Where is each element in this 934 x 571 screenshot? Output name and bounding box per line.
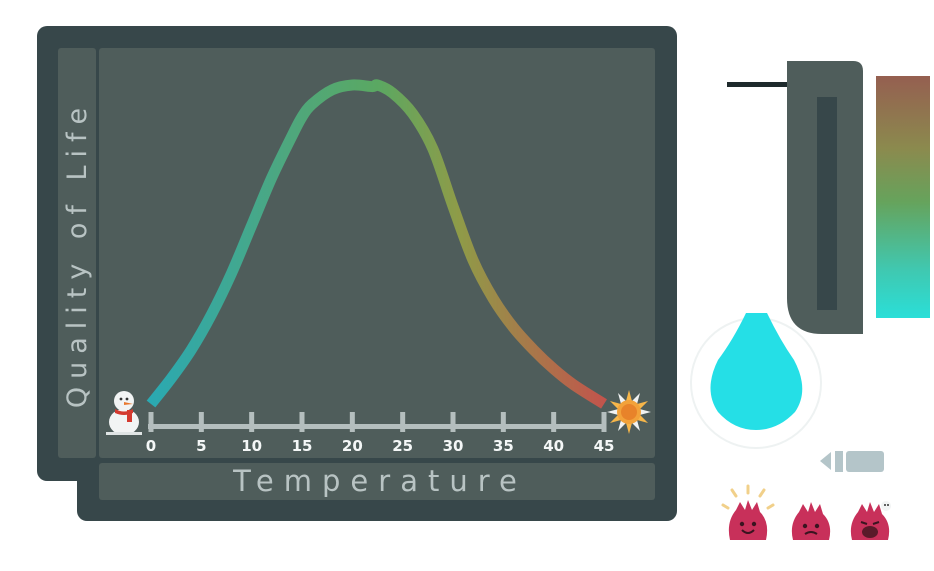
x-tick — [198, 412, 204, 432]
x-tick — [349, 412, 355, 432]
x-tick-label: 10 — [241, 437, 262, 455]
x-tick — [148, 412, 154, 432]
x-tick — [601, 412, 607, 432]
temperature-meter — [876, 76, 930, 318]
x-tick — [500, 412, 506, 432]
x-tick — [551, 412, 557, 432]
sun-icon — [607, 390, 651, 434]
water-drop — [690, 313, 822, 449]
graph-frame — [37, 26, 677, 521]
pipe — [727, 82, 789, 87]
snowman-icon — [106, 391, 142, 435]
sun-ray — [639, 408, 651, 416]
back-button[interactable] — [820, 451, 884, 472]
plot-area — [99, 48, 655, 458]
creature-neutral — [791, 502, 831, 540]
x-axis-title: Temperature — [232, 464, 527, 498]
x-tick-label: 40 — [543, 437, 564, 455]
x-tick — [400, 412, 406, 432]
y-axis-title: Quality of Life — [62, 100, 93, 408]
x-tick-label: 20 — [342, 437, 363, 455]
x-axis: 0 5 10 15 20 25 30 35 40 45 — [146, 412, 615, 455]
sun-ray — [625, 390, 633, 402]
tank-slot — [817, 97, 837, 310]
x-tick — [249, 412, 255, 432]
x-tick-label: 0 — [146, 437, 156, 455]
quality-curve — [146, 79, 607, 409]
x-tick-label: 25 — [392, 437, 413, 455]
creature-sick — [850, 501, 891, 540]
sun-ray — [607, 408, 619, 416]
x-axis-line — [148, 424, 606, 429]
x-tick-label: 5 — [196, 437, 206, 455]
x-tick-label: 15 — [292, 437, 313, 455]
sun-ray — [625, 422, 633, 434]
x-tick-label: 30 — [443, 437, 464, 455]
x-tick-label: 45 — [594, 437, 615, 455]
creature-happy — [721, 484, 775, 540]
heater-device — [727, 61, 863, 334]
water-fill — [710, 313, 803, 430]
y-axis-panel — [58, 48, 96, 458]
x-tick-label: 35 — [493, 437, 514, 455]
x-axis-panel — [99, 463, 655, 500]
x-tick — [299, 412, 305, 432]
x-tick — [450, 412, 456, 432]
